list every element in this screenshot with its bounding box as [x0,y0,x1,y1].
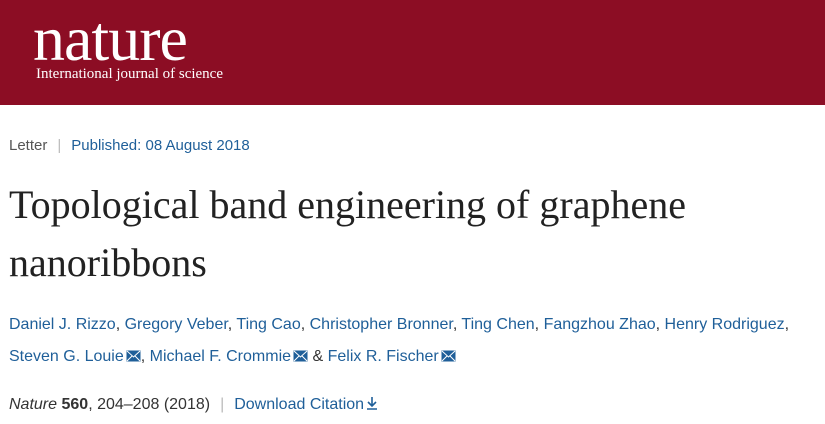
site-header: nature International journal of science [0,0,825,105]
author-name[interactable]: Michael F. Crommie [149,348,292,365]
journal: Nature [9,396,58,413]
author-name[interactable]: Steven G. Louie [9,348,124,365]
citation: Nature 560, 204–208 (2018) | Download Cita… [9,396,378,414]
logo[interactable]: nature [33,3,188,74]
divider: | [57,137,62,154]
article-title: Topological band engineering of graphene… [9,182,686,285]
article-meta: Letter | Published: 08 August 2018 [9,137,250,154]
volume: 560 [61,396,89,413]
separator: , [452,316,458,333]
separator: , [227,316,233,333]
download-icon[interactable] [366,396,378,410]
divider: | [220,396,225,413]
email-icon[interactable] [293,350,308,362]
author-name[interactable]: Daniel J. Rizzo [9,316,116,333]
email-icon[interactable] [441,350,456,362]
author-name[interactable]: Ting Chen [461,316,535,333]
download-citation[interactable]: Download Citation [234,396,365,413]
author-list: Daniel J. Rizzo, Gregory Veber, Ting Cao… [9,309,809,373]
separator: , [784,316,790,333]
separator: , [655,316,661,333]
author-name[interactable]: Christopher Bronner [309,316,453,333]
separator: , [115,316,121,333]
pages-year: , 204–208 (2018) [88,396,211,413]
tagline: International journal of science [36,66,224,82]
separator: & [312,348,324,365]
article-type: Letter [9,137,48,154]
separator: , [300,316,306,333]
separator: , [140,348,146,365]
author-name[interactable]: Henry Rodriguez [664,316,785,333]
author-name[interactable]: Fangzhou Zhao [543,316,656,333]
published-date: Published: 08 August 2018 [71,137,250,154]
author-name[interactable]: Felix R. Fischer [327,348,439,365]
email-icon[interactable] [126,350,141,362]
author-name[interactable]: Gregory Veber [124,316,228,333]
author-name[interactable]: Ting Cao [236,316,301,333]
separator: , [534,316,540,333]
